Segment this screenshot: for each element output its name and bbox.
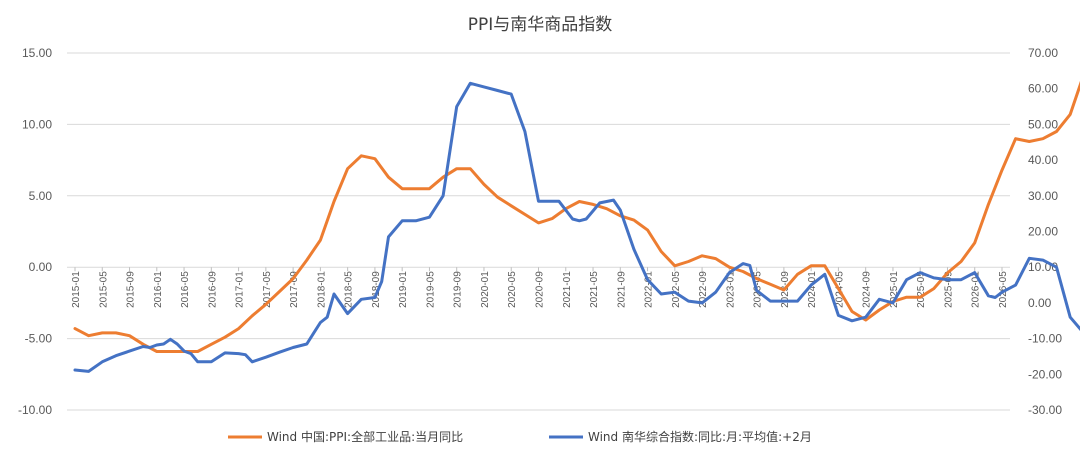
right-axis-ticks: 70.0060.0050.0040.0030.0020.0010.000.00-… (1028, 46, 1062, 417)
series-line-ppi (73, 80, 1080, 353)
x-tick-label: 2022-01 (644, 271, 655, 308)
x-tick-label: 2025-01 (889, 271, 900, 308)
right-tick-label: 50.00 (1028, 117, 1058, 131)
left-tick-label: 0.00 (29, 260, 53, 274)
x-tick-label: 2020-09 (535, 271, 546, 308)
x-tick-label: 2026-05 (998, 271, 1009, 308)
x-tick-label: 2016-05 (180, 271, 191, 308)
x-tick-label: 2019-05 (425, 271, 436, 308)
x-tick-label: 2017-09 (289, 271, 300, 308)
right-tick-label: 20.00 (1028, 225, 1058, 239)
x-tick-label: 2015-09 (126, 271, 137, 308)
x-tick-label: 2016-01 (153, 271, 164, 308)
right-tick-label: 60.00 (1028, 82, 1058, 96)
legend-label-nanhua: Wind 南华综合指数:同比:月:平均值:+2月 (588, 429, 812, 444)
left-tick-label: -10.00 (18, 403, 52, 417)
right-tick-label: -10.00 (1028, 332, 1062, 346)
left-axis-ticks: 15.00 10.00 5.00 0.00 -5.00 -10.00 (18, 46, 52, 417)
legend: Wind 中国:PPI:全部工业品:当月同比 Wind 南华综合指数:同比:月:… (228, 429, 812, 444)
x-tick-label: 2024-01 (807, 271, 818, 308)
left-tick-label: -5.00 (25, 332, 53, 346)
left-tick-label: 5.00 (29, 189, 53, 203)
gridlines (67, 52, 1010, 411)
x-axis-ticks: 2015-01 2015-05 2015-09 2016-01 2016-05 2016-… (71, 267, 1009, 308)
x-tick-label: 2016-09 (207, 271, 218, 308)
right-tick-label: 40.00 (1028, 153, 1058, 167)
x-tick-label: 2024-09 (862, 271, 873, 308)
series-line-nanhua (73, 81, 1080, 373)
x-tick-label: 2019-01 (398, 271, 409, 308)
x-tick-label: 2023-01 (725, 271, 736, 308)
x-tick-label: 2020-01 (480, 271, 491, 308)
right-tick-label: 30.00 (1028, 189, 1058, 203)
x-tick-label: 2015-05 (98, 271, 109, 308)
chart-title: PPI与南华商品指数 (468, 15, 613, 35)
legend-label-ppi: Wind 中国:PPI:全部工业品:当月同比 (267, 429, 463, 444)
x-tick-label: 2020-05 (507, 271, 518, 308)
x-tick-label: 2021-01 (562, 271, 573, 308)
x-tick-label: 2018-09 (371, 271, 382, 308)
right-tick-label: -30.00 (1028, 403, 1062, 417)
x-tick-label: 2026-01 (971, 271, 982, 308)
right-tick-label: 70.00 (1028, 46, 1058, 60)
right-tick-label: 0.00 (1028, 296, 1052, 310)
left-tick-label: 15.00 (22, 46, 52, 60)
x-tick-label: 2018-05 (344, 271, 355, 308)
x-tick-label: 2022-09 (698, 271, 709, 308)
x-tick-label: 2017-01 (235, 271, 246, 308)
x-tick-label: 2023-05 (753, 271, 764, 308)
x-tick-label: 2025-05 (916, 271, 927, 308)
x-tick-label: 2021-05 (589, 271, 600, 308)
right-tick-label: -20.00 (1028, 367, 1062, 381)
x-tick-label: 2019-09 (453, 271, 464, 308)
x-tick-label: 2021-09 (616, 271, 627, 308)
x-tick-label: 2025-09 (943, 271, 954, 308)
left-tick-label: 10.00 (22, 117, 52, 131)
x-tick-label: 2015-01 (71, 271, 82, 308)
series-lines (73, 80, 1080, 373)
x-tick-label: 2017-05 (262, 271, 273, 308)
x-tick-label: 2022-05 (671, 271, 682, 308)
x-tick-label: 2018-01 (316, 271, 327, 308)
